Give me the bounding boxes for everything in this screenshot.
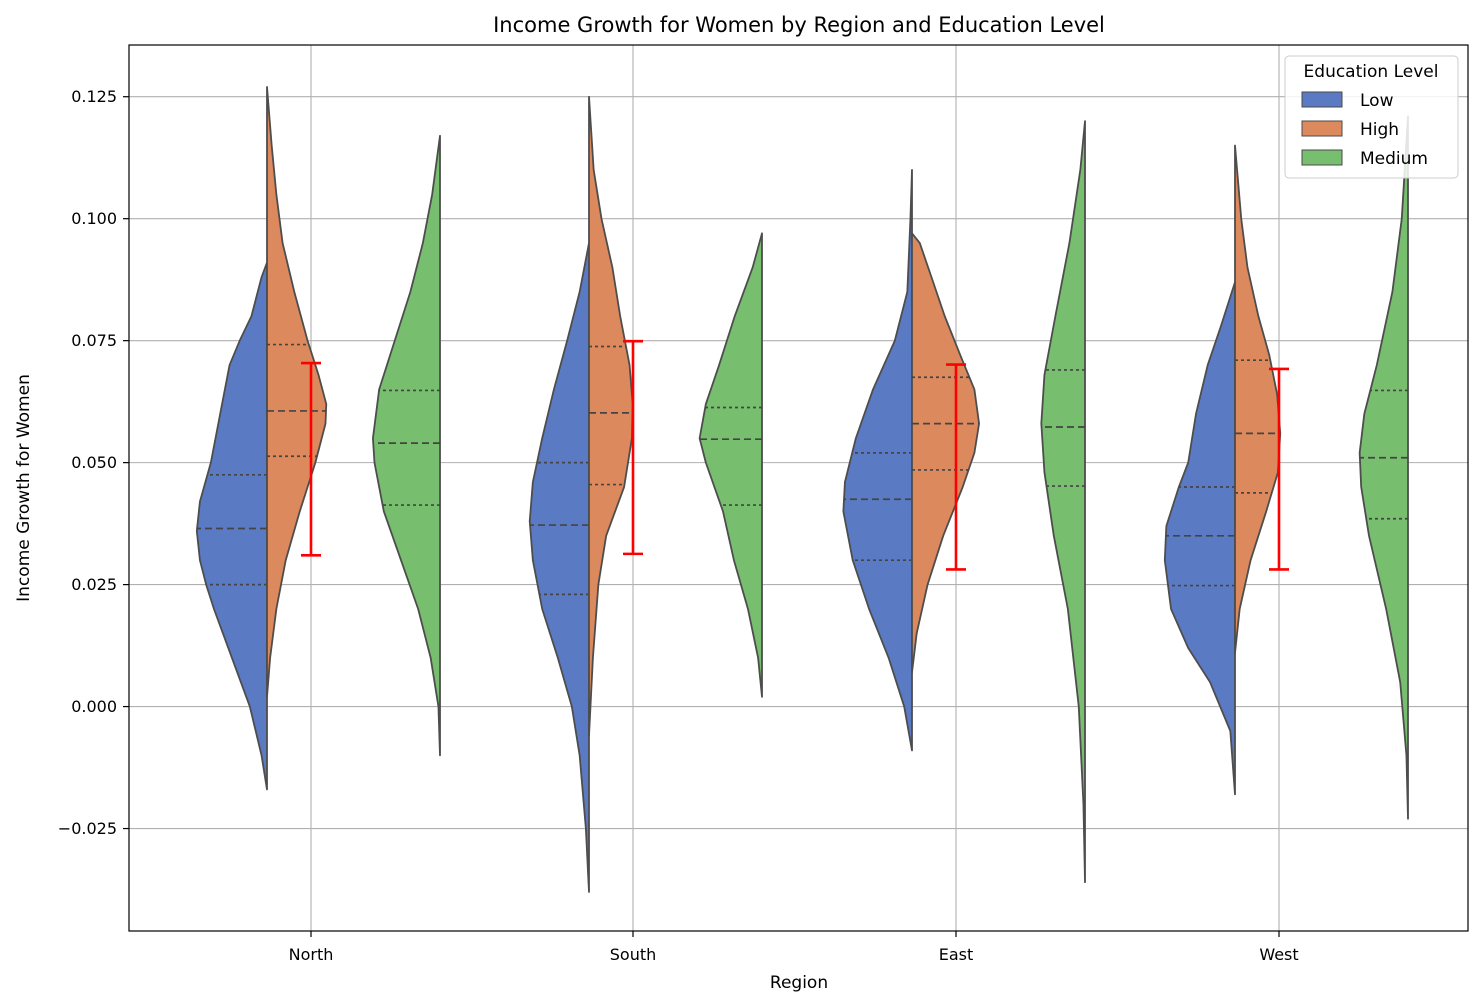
x-axis-label: Region [770,973,828,993]
legend-swatch-high [1301,120,1343,137]
violin-low-south [528,242,590,893]
legend-swatch-low [1301,91,1343,108]
y-tick-label-4: 0.075 [71,331,117,350]
violin-medium-east [1040,120,1086,884]
x-tick-label-south: South [610,945,657,964]
violin-low-west [1163,281,1236,796]
y-tick-label-0: −0.025 [58,819,117,838]
y-tick-label-6: 0.125 [71,87,117,106]
violin-medium-west [1358,115,1409,820]
legend-label-high: High [1360,120,1399,140]
legend-box [1284,55,1459,179]
violin-layer [195,86,1409,893]
x-tick-label-east: East [939,945,974,964]
legend-swatch-medium [1301,149,1343,166]
legend-title: Education Level [1304,62,1439,82]
x-tick-label-west: West [1259,945,1298,964]
plot-frame [128,44,1469,932]
violin-low-north [195,261,268,791]
violin-medium-south [698,232,763,698]
legend-label-low: Low [1360,91,1394,111]
legend: Education Level Low High Medium [1284,55,1459,179]
chart-title: Income Growth for Women by Region and Ed… [493,13,1105,37]
violin-high-north [266,86,328,698]
violin-medium-north [372,134,441,757]
y-tick-label-1: 0.000 [71,697,117,716]
y-tick-label-5: 0.100 [71,209,117,228]
errorbar-layer [301,339,1289,571]
y-tick-label-3: 0.050 [71,453,117,472]
violin-low-east [842,169,913,752]
x-tick-label-north: North [289,945,334,964]
y-axis-label: Income Growth for Women [14,374,34,602]
tick-layer: −0.025 0.000 0.025 0.050 0.075 0.100 0.125 Nort… [58,87,1299,964]
legend-label-medium: Medium [1360,149,1428,169]
y-tick-label-2: 0.025 [71,575,117,594]
